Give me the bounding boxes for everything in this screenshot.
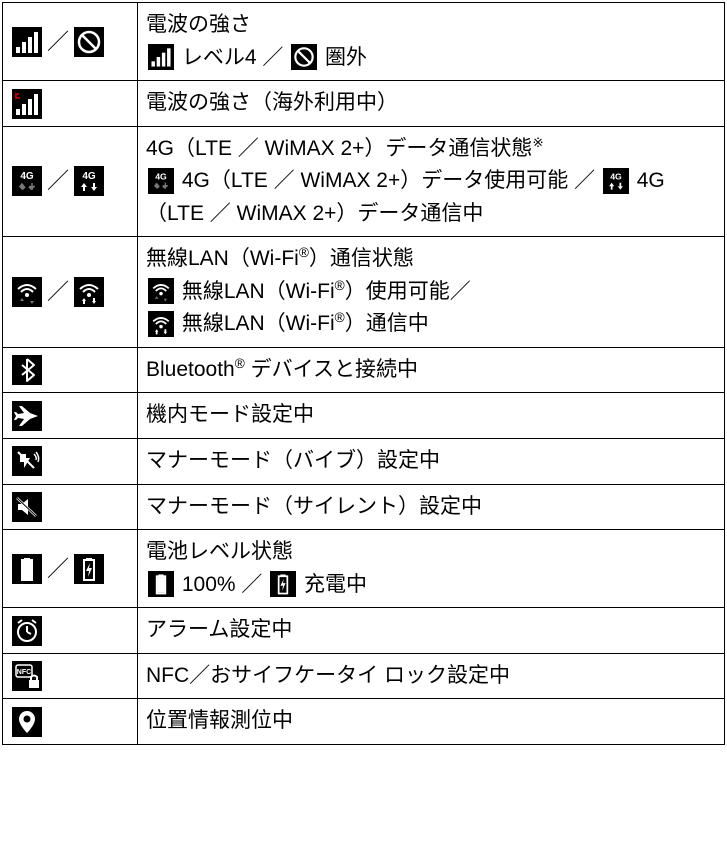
description-text: マナーモード（サイレント）設定中 <box>146 495 482 518</box>
superscript: ® <box>299 245 309 260</box>
description-cell: アラーム設定中 <box>138 608 725 654</box>
vibrate-icon <box>12 446 42 476</box>
description-text: 電波の強さ <box>146 13 251 36</box>
battery-icon <box>148 571 174 597</box>
description-cell: マナーモード（バイブ）設定中 <box>138 439 725 485</box>
description-cell: 電波の強さ レベル4 ／ 圏外 <box>138 3 725 81</box>
description-text: ）通信中 <box>345 312 429 335</box>
icon-cell <box>3 484 138 530</box>
table-row: 電波の強さ（海外利用中） <box>3 81 725 127</box>
description-text: レベル4 ／ <box>176 46 289 69</box>
table-row: マナーモード（サイレント）設定中 <box>3 484 725 530</box>
description-text: デバイスと接続中 <box>245 358 418 381</box>
icon-cell <box>3 393 138 439</box>
bluetooth-icon <box>12 355 42 385</box>
superscript: ® <box>335 310 345 325</box>
description-text: 圏外 <box>319 46 367 69</box>
separator: ／ <box>47 25 69 59</box>
silent-icon <box>12 492 42 522</box>
description-text: 100% ／ <box>176 573 268 596</box>
description-cell: 電池レベル状態 100% ／ 充電中 <box>138 530 725 608</box>
description-text: アラーム設定中 <box>146 618 292 641</box>
table-row: ／ 電池レベル状態 100% ／ 充電中 <box>3 530 725 608</box>
separator: ／ <box>47 275 69 309</box>
alarm-icon <box>12 616 42 646</box>
superscript: ※ <box>532 135 543 150</box>
signal-bars-icon <box>148 44 174 70</box>
description-text: Bluetooth <box>146 358 235 381</box>
wifi-active-icon <box>74 277 104 307</box>
description-cell: 4G（LTE ／ WiMAX 2+）データ通信状態※ 4G（LTE ／ WiMA… <box>138 126 725 237</box>
charging-icon <box>74 554 104 584</box>
description-text: 無線LAN（Wi-Fi <box>176 280 335 303</box>
table-row: アラーム設定中 <box>3 608 725 654</box>
superscript: ® <box>235 356 245 371</box>
description-text: 4G（LTE ／ WiMAX 2+）データ通信状態 <box>146 137 532 160</box>
description-text: 無線LAN（Wi-Fi <box>146 247 299 270</box>
icon-cell: ／ <box>3 237 138 348</box>
table-row: NFC／おサイフケータイ ロック設定中 <box>3 653 725 699</box>
4g-active-icon <box>603 168 629 194</box>
no-entry-icon <box>291 44 317 70</box>
description-text: 機内モード設定中 <box>146 403 314 426</box>
separator: ／ <box>47 552 69 586</box>
4g-active-icon <box>74 166 104 196</box>
table-row: ／ 電波の強さ レベル4 ／ 圏外 <box>3 3 725 81</box>
wifi-idle-icon <box>12 277 42 307</box>
description-text: 充電中 <box>298 573 367 596</box>
icon-cell <box>3 439 138 485</box>
description-cell: マナーモード（サイレント）設定中 <box>138 484 725 530</box>
table-row: 機内モード設定中 <box>3 393 725 439</box>
description-cell: 電波の強さ（海外利用中） <box>138 81 725 127</box>
charging-icon <box>270 571 296 597</box>
description-cell: Bluetooth® デバイスと接続中 <box>138 347 725 393</box>
table-row: Bluetooth® デバイスと接続中 <box>3 347 725 393</box>
description-text: マナーモード（バイブ）設定中 <box>146 449 440 472</box>
battery-icon <box>12 554 42 584</box>
description-cell: 機内モード設定中 <box>138 393 725 439</box>
description-text: ）使用可能／ <box>345 280 471 303</box>
table-row: ／ 4G（LTE ／ WiMAX 2+）データ通信状態※ 4G（LTE ／ WiM… <box>3 126 725 237</box>
icon-cell: ／ <box>3 126 138 237</box>
location-icon <box>12 707 42 737</box>
signal-bars-icon <box>12 27 42 57</box>
wifi-idle-icon <box>148 278 174 304</box>
description-text: ）通信状態 <box>309 247 414 270</box>
table-row: ／無線LAN（Wi-Fi®）通信状態 無線LAN（Wi-Fi®）使用可能／ 無線… <box>3 237 725 348</box>
icon-cell <box>3 699 138 745</box>
separator: ／ <box>47 164 69 198</box>
4g-idle-icon <box>148 168 174 194</box>
no-entry-icon <box>74 27 104 57</box>
description-text: 位置情報測位中 <box>146 709 293 732</box>
superscript: ® <box>335 278 345 293</box>
description-cell: 位置情報測位中 <box>138 699 725 745</box>
icon-cell <box>3 653 138 699</box>
status-icon-table: ／ 電波の強さ レベル4 ／ 圏外電波の強さ（海外利用中） ／ 4G（LTE ／ Wi… <box>2 2 725 745</box>
table-row: 位置情報測位中 <box>3 699 725 745</box>
nfc-lock-icon <box>12 661 42 691</box>
description-cell: NFC／おサイフケータイ ロック設定中 <box>138 653 725 699</box>
description-text: 電池レベル状態 <box>146 540 293 563</box>
icon-cell <box>3 347 138 393</box>
icon-cell: ／ <box>3 530 138 608</box>
icon-cell: ／ <box>3 3 138 81</box>
wifi-active-icon <box>148 311 174 337</box>
description-text: 電波の強さ（海外利用中） <box>146 91 398 114</box>
signal-bars-roaming-icon <box>12 89 42 119</box>
description-text: NFC／おサイフケータイ ロック設定中 <box>146 664 510 687</box>
description-text: 4G（LTE ／ WiMAX 2+）データ使用可能 ／ <box>176 169 601 192</box>
description-text: 無線LAN（Wi-Fi <box>176 312 335 335</box>
icon-cell <box>3 81 138 127</box>
4g-idle-icon <box>12 166 42 196</box>
airplane-icon <box>12 401 42 431</box>
description-cell: 無線LAN（Wi-Fi®）通信状態 無線LAN（Wi-Fi®）使用可能／ 無線L… <box>138 237 725 348</box>
icon-cell <box>3 608 138 654</box>
table-row: マナーモード（バイブ）設定中 <box>3 439 725 485</box>
